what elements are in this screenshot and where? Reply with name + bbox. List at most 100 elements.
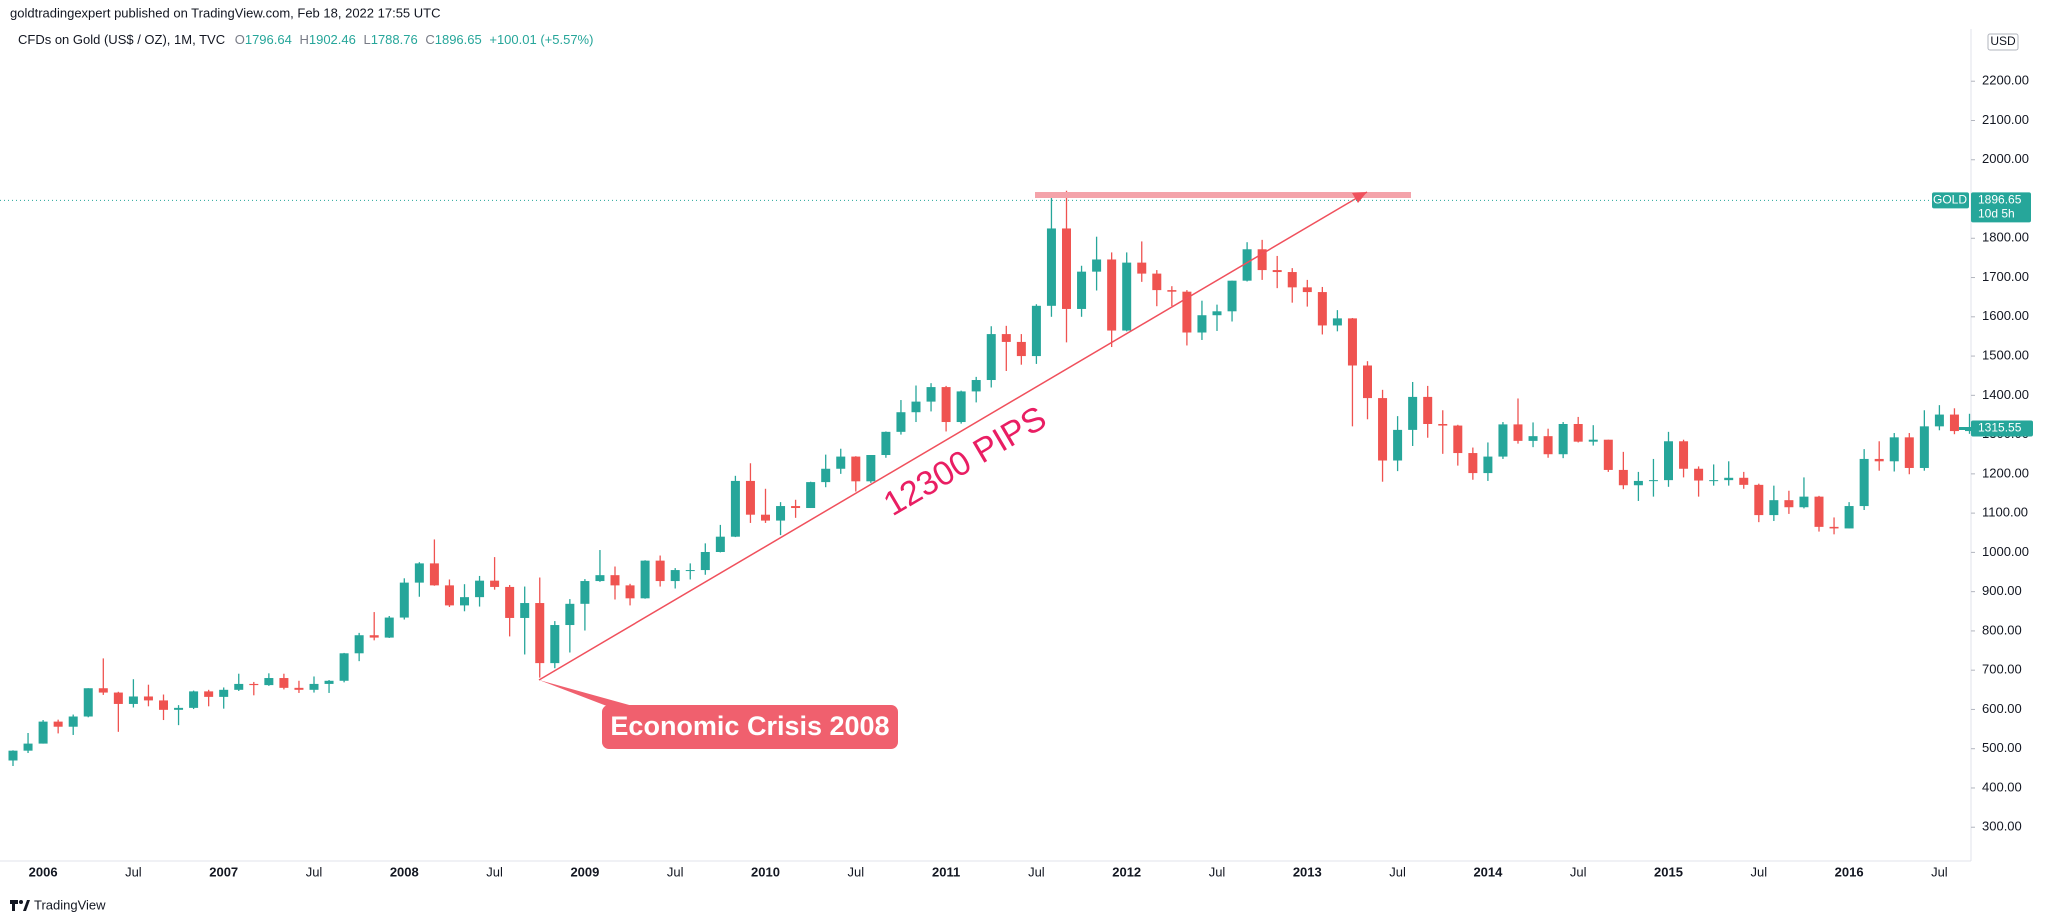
price-tag bbox=[1971, 192, 2031, 223]
symbol-line: CFDs on Gold (US$ / OZ), 1M, TVC O1796.6… bbox=[18, 32, 593, 47]
candle-body bbox=[1694, 468, 1704, 481]
arrow-head bbox=[1352, 192, 1367, 203]
candle-body bbox=[1031, 305, 1041, 357]
candle-body bbox=[264, 678, 274, 686]
candle-body bbox=[339, 653, 349, 681]
x-tick-label: Jul bbox=[1389, 864, 1406, 879]
candle-body bbox=[595, 575, 605, 582]
symbol-tag-text: GOLD bbox=[1933, 192, 1967, 206]
candle-body bbox=[490, 580, 500, 587]
ohlc-label: L bbox=[363, 32, 370, 47]
ohlc-label: H bbox=[299, 32, 308, 47]
callout-box bbox=[602, 705, 898, 749]
x-tick-label: Jul bbox=[306, 864, 323, 879]
candle-body bbox=[1016, 341, 1026, 357]
publisher: goldtradingexpert published on TradingVi… bbox=[10, 5, 440, 20]
candle-body bbox=[159, 700, 168, 710]
candle-body bbox=[730, 480, 740, 537]
y-tick-label: 1200.00 bbox=[1982, 465, 2029, 480]
candle-body bbox=[384, 617, 394, 638]
candle-body bbox=[23, 743, 33, 751]
close-tag-text: 1315.55 bbox=[1978, 421, 2022, 435]
callout-pointer bbox=[539, 680, 640, 708]
candle-body bbox=[475, 580, 485, 598]
candle-body bbox=[1709, 480, 1719, 482]
candle-body bbox=[98, 688, 108, 693]
x-tick-label: Jul bbox=[1570, 864, 1587, 879]
x-tick-label: 2015 bbox=[1654, 864, 1683, 879]
candle-body bbox=[113, 692, 123, 704]
x-tick-label: 2009 bbox=[570, 864, 599, 879]
candle-body bbox=[1633, 480, 1643, 486]
currency: USD bbox=[1990, 34, 2016, 48]
candle-body bbox=[1844, 506, 1854, 529]
candle-body bbox=[655, 560, 665, 582]
y-tick-label: 2100.00 bbox=[1982, 112, 2029, 127]
x-tick-label: 2013 bbox=[1293, 864, 1322, 879]
candle-body bbox=[1739, 477, 1749, 485]
candle-body bbox=[279, 678, 289, 688]
candle-body bbox=[1272, 270, 1282, 273]
candle-body bbox=[1046, 228, 1056, 306]
candle-body bbox=[189, 691, 199, 708]
ohlc-label: C bbox=[425, 32, 434, 47]
candle-body bbox=[911, 401, 921, 413]
candle-body bbox=[866, 455, 876, 482]
candle-body bbox=[249, 683, 259, 686]
currency-box[interactable] bbox=[1987, 33, 2019, 51]
candle-body bbox=[1212, 311, 1222, 316]
symbol-tag bbox=[1932, 192, 1969, 209]
y-tick-label: 800.00 bbox=[1982, 622, 2022, 637]
candle-body bbox=[836, 456, 846, 469]
candle-body bbox=[1107, 259, 1117, 331]
candle-body bbox=[1137, 262, 1147, 274]
candle-body bbox=[1332, 318, 1342, 326]
candle-body bbox=[1468, 453, 1478, 474]
candle-body bbox=[1724, 477, 1734, 481]
candle-body bbox=[444, 585, 454, 606]
candle-body bbox=[1077, 271, 1087, 309]
candle-body bbox=[369, 635, 379, 638]
plot bbox=[8, 190, 1974, 766]
candle-body bbox=[1347, 318, 1357, 366]
candle-body bbox=[1603, 439, 1613, 470]
candle-body bbox=[685, 570, 695, 572]
candle-body bbox=[143, 696, 153, 701]
candle-body bbox=[520, 603, 530, 618]
candle-body bbox=[1182, 291, 1192, 333]
candle-body bbox=[1648, 480, 1658, 482]
candle-body bbox=[1197, 315, 1207, 333]
candle-body bbox=[700, 551, 710, 571]
footer-brand: TradingView bbox=[34, 897, 106, 912]
candle-body bbox=[745, 480, 755, 515]
candle-body bbox=[505, 586, 515, 618]
y-tick-label: 700.00 bbox=[1982, 662, 2022, 677]
footer-logo bbox=[10, 900, 30, 911]
ohlc-value: 1902.46 bbox=[309, 32, 356, 47]
candle-body bbox=[1919, 426, 1929, 468]
x-tick-label: 2016 bbox=[1835, 864, 1864, 879]
y-tick-label: 2000.00 bbox=[1982, 151, 2029, 166]
candle-body bbox=[38, 721, 48, 744]
candle-body bbox=[128, 696, 138, 704]
candle-body bbox=[1378, 398, 1388, 461]
candle-body bbox=[1363, 365, 1372, 399]
candle-body bbox=[53, 721, 63, 727]
y-tick-label: 1500.00 bbox=[1982, 348, 2029, 363]
candle-body bbox=[1001, 334, 1011, 342]
candle-body bbox=[1754, 484, 1764, 516]
candle-body bbox=[1092, 259, 1102, 272]
candle-body bbox=[68, 716, 78, 727]
ohlc-value: 1896.65 bbox=[435, 32, 482, 47]
candle-body bbox=[776, 506, 786, 521]
candle-body bbox=[941, 387, 951, 423]
ohlc-value: 1796.64 bbox=[245, 32, 292, 47]
y-tick-label: 1600.00 bbox=[1982, 308, 2029, 323]
x-tick-label: 2008 bbox=[390, 864, 419, 879]
candle-body bbox=[1829, 526, 1839, 529]
candle-body bbox=[881, 431, 891, 456]
callout-text: Economic Crisis 2008 bbox=[610, 711, 889, 741]
candle-body bbox=[1152, 273, 1162, 291]
candle-body bbox=[1588, 439, 1598, 442]
